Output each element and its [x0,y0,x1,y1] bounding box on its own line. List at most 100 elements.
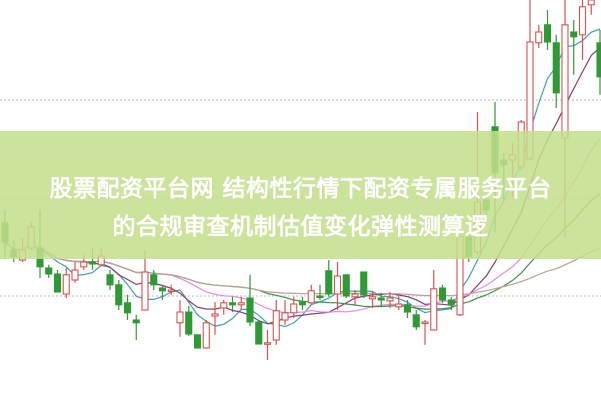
candle-body [578,6,587,36]
candle-14 [123,294,132,320]
candle-32 [281,300,289,325]
candle-body [281,312,289,321]
candle-body [150,274,158,286]
candle-29 [255,320,263,345]
candle-35 [307,284,315,305]
candle-body [263,342,272,345]
candle-27 [237,296,245,310]
candle-49 [430,270,438,331]
candle-30 [263,330,272,360]
candle-39 [342,274,350,298]
candle-body [80,261,88,268]
candle-body [403,304,412,313]
candle-body [543,24,552,43]
candle-body [430,288,438,331]
candle-8 [71,262,79,283]
candle-body [246,297,254,323]
candle-50 [438,284,447,303]
candle-33 [290,296,298,318]
candle-28 [246,274,254,326]
candle-body [202,322,210,349]
candle-body [193,334,202,349]
candle-body [228,302,237,306]
candle-body [552,42,560,94]
candle-19 [167,284,175,295]
candle-31 [272,300,280,345]
candle-21 [185,306,193,336]
candle-body [412,314,420,328]
candle-body [596,42,601,78]
candle-body [290,303,298,314]
candle-34 [298,296,307,310]
candle-46 [403,300,412,318]
candle-body [421,321,429,325]
candle-37 [325,260,333,297]
candle-6 [53,270,62,293]
candle-20 [176,300,184,337]
candle-body [570,31,578,38]
candle-body [333,275,342,295]
candle-body [360,271,368,296]
candle-body [62,274,70,295]
title-banner: 股票配资平台网 结构性行情下配资专属服务平台 的合规审查机制估值变化弹性测算逻 [0,131,601,259]
candle-42 [368,292,377,308]
candle-body [535,31,543,44]
candle-body [106,274,114,286]
candle-body [438,287,447,301]
candle-body [123,302,132,314]
candle-48 [421,320,429,345]
candle-44 [386,292,394,308]
candle-body [167,289,175,293]
candle-body [141,271,149,311]
candle-body [71,269,79,281]
candle-24 [211,302,219,335]
banner-title-line-2: 的合规审查机制估值变化弹性测算逻 [112,214,489,240]
candle-45 [395,294,403,310]
candle-16 [141,250,149,311]
candle-body [587,0,595,6]
candle-body [447,299,455,306]
candle-body [115,284,123,306]
candle-body [237,302,245,306]
candle-body [132,319,140,324]
candle-51 [447,296,455,310]
candle-body [351,293,359,298]
candle-body [45,267,53,275]
banner-title-line-1: 股票配资平台网 结构性行情下配资专属服务平台 [49,176,552,202]
candle-body [158,287,167,292]
candle-23 [202,320,210,349]
candle-13 [115,280,123,310]
candle-body [220,302,228,309]
candle-5 [45,264,53,278]
candle-body [272,310,280,341]
candle-body [298,301,307,306]
candle-17 [150,270,158,290]
candle-47 [412,310,420,330]
candle-65 [570,20,578,75]
candle-61 [535,24,543,48]
candle-36 [316,284,324,300]
candle-body [307,290,315,304]
candle-15 [132,314,140,340]
candle-body [377,297,385,301]
candle-body [395,303,403,308]
candle-25 [220,300,228,315]
candle-body [386,297,394,302]
candle-body [342,274,350,297]
candle-body [316,295,324,299]
candle-body [325,270,333,295]
candle-62 [543,10,552,50]
candle-body [561,24,569,139]
candle-7 [62,268,70,298]
candle-68 [596,30,601,95]
candle-body [53,273,62,293]
candle-body [176,311,184,324]
candle-18 [158,284,167,300]
candle-43 [377,292,385,306]
candle-67 [587,0,595,15]
candle-22 [193,334,202,349]
candle-63 [552,34,560,108]
candle-12 [106,270,114,290]
candle-body [211,313,219,317]
